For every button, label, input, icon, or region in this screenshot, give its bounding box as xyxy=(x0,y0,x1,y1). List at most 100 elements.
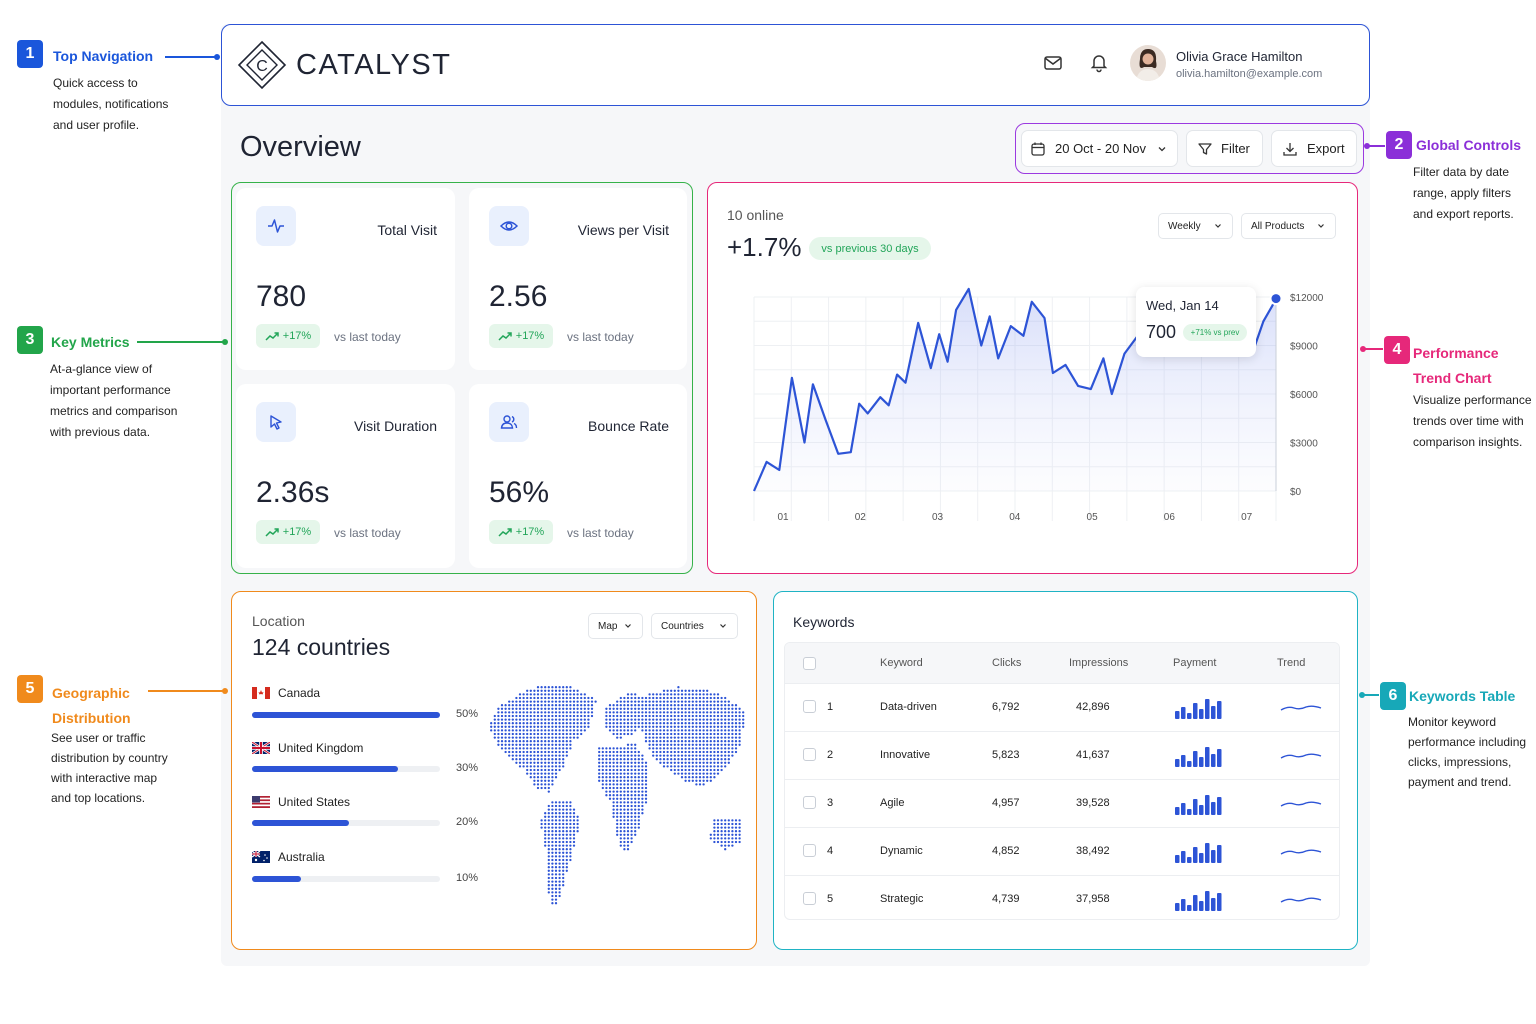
hover-point[interactable] xyxy=(1269,292,1283,306)
map-dot xyxy=(598,761,601,764)
map-dot xyxy=(716,830,720,833)
map-dot xyxy=(540,689,543,692)
map-dot xyxy=(662,747,666,750)
column-payment[interactable]: Payment xyxy=(1173,657,1217,669)
keyword-row[interactable]: 2 Innovative 5,823 41,637 xyxy=(785,732,1339,780)
map-dot xyxy=(659,758,662,761)
map-dot xyxy=(630,722,633,725)
map-dot xyxy=(626,747,630,750)
column-clicks[interactable]: Clicks xyxy=(992,657,1022,669)
map-dot xyxy=(551,740,554,743)
map-dot xyxy=(540,722,543,725)
map-dot xyxy=(540,718,543,721)
keyword-row[interactable]: 4 Dynamic 4,852 38,492 xyxy=(785,828,1339,876)
metric-card-total-visit[interactable]: Total Visit 780 +17% vs last today xyxy=(236,188,455,370)
map-dot xyxy=(544,783,547,786)
metric-card-visit-duration[interactable]: Visit Duration 2.36s +17% vs last today xyxy=(236,384,455,568)
map-dot xyxy=(533,707,536,710)
map-dot xyxy=(580,732,583,736)
map-dot xyxy=(673,747,676,750)
keyword-row[interactable]: 3 Agile 4,957 39,528 xyxy=(785,780,1339,828)
map-dot xyxy=(724,718,727,721)
map-dot xyxy=(612,768,615,772)
map-dot xyxy=(511,729,514,732)
map-dot xyxy=(666,700,669,703)
map-dot xyxy=(616,822,619,826)
map-dot xyxy=(738,743,741,746)
country-bar-fill xyxy=(252,766,398,772)
map-dot xyxy=(677,758,680,761)
map-dot xyxy=(691,693,694,696)
map-dot xyxy=(724,833,727,836)
map-dot xyxy=(547,884,550,887)
user-name[interactable]: Olivia Grace Hamilton xyxy=(1176,49,1303,64)
annotation-1-title: Top Navigation xyxy=(53,48,154,64)
row-checkbox[interactable] xyxy=(803,700,816,713)
map-dot xyxy=(608,707,612,710)
country-row-australia[interactable]: Australia xyxy=(252,848,482,888)
metric-card-bounce-rate[interactable]: Bounce Rate 56% +17% vs last today xyxy=(469,384,687,568)
map-dot xyxy=(734,840,738,844)
date-range-select[interactable]: 20 Oct - 20 Nov xyxy=(1021,130,1178,167)
metric-card-views-per-visit[interactable]: Views per Visit 2.56 +17% vs last today xyxy=(469,188,687,370)
map-dot xyxy=(691,732,694,736)
map-dot xyxy=(688,765,691,768)
map-dot xyxy=(612,750,615,754)
map-dot xyxy=(716,837,720,840)
country-count: 124 countries xyxy=(252,634,391,660)
country-bar-track xyxy=(252,820,440,826)
map-dot xyxy=(490,725,493,728)
world-dot-map[interactable] xyxy=(478,672,753,920)
map-dot xyxy=(670,747,673,750)
map-dot xyxy=(554,707,558,710)
map-dot xyxy=(724,725,727,728)
map-dot xyxy=(608,722,612,725)
map-dot xyxy=(598,747,601,750)
period-select[interactable]: Weekly xyxy=(1158,213,1233,239)
row-checkbox[interactable] xyxy=(803,892,816,905)
country-row-us[interactable]: United States xyxy=(252,793,482,833)
countries-select[interactable]: Countries xyxy=(651,613,738,639)
map-dot xyxy=(536,711,540,714)
map-dot xyxy=(652,732,655,736)
column-keyword[interactable]: Keyword xyxy=(880,657,923,669)
map-dot xyxy=(662,711,666,714)
map-dot xyxy=(688,722,691,725)
column-trend[interactable]: Trend xyxy=(1277,657,1306,669)
map-dot xyxy=(526,693,529,696)
country-row-canada[interactable]: Canada xyxy=(252,684,482,724)
map-dot xyxy=(734,747,738,750)
map-dot xyxy=(734,750,738,754)
map-dot xyxy=(576,822,579,826)
map-dot xyxy=(619,729,622,732)
map-view-select[interactable]: Map xyxy=(588,613,643,639)
row-checkbox[interactable] xyxy=(803,844,816,857)
map-dot xyxy=(724,707,727,710)
map-dot xyxy=(569,700,572,703)
row-checkbox[interactable] xyxy=(803,796,816,809)
map-dot xyxy=(738,740,741,743)
keyword-row[interactable]: 5 Strategic 4,739 37,958 xyxy=(785,876,1339,919)
map-dot xyxy=(612,747,615,750)
row-checkbox[interactable] xyxy=(803,748,816,761)
column-impressions[interactable]: Impressions xyxy=(1069,657,1129,669)
country-row-uk[interactable]: United Kingdom xyxy=(252,739,482,779)
filter-button[interactable]: Filter xyxy=(1186,130,1263,167)
user-avatar[interactable] xyxy=(1130,45,1166,81)
map-dot xyxy=(713,765,716,768)
map-dot xyxy=(511,732,514,736)
bell-icon[interactable] xyxy=(1088,51,1110,73)
map-dot xyxy=(641,722,644,725)
keyword-row[interactable]: 1 Data-driven 6,792 42,896 xyxy=(785,684,1339,732)
map-dot xyxy=(497,718,500,721)
map-dot xyxy=(526,743,529,746)
export-button[interactable]: Export xyxy=(1271,130,1357,167)
map-dot xyxy=(724,761,727,764)
brand-logo[interactable]: C CATALYST xyxy=(236,39,450,91)
map-dot xyxy=(684,754,687,757)
map-dot xyxy=(616,758,619,761)
select-all-checkbox[interactable] xyxy=(803,657,816,670)
map-dot xyxy=(731,822,734,826)
mail-icon[interactable] xyxy=(1042,52,1064,74)
product-select[interactable]: All Products xyxy=(1241,213,1336,239)
